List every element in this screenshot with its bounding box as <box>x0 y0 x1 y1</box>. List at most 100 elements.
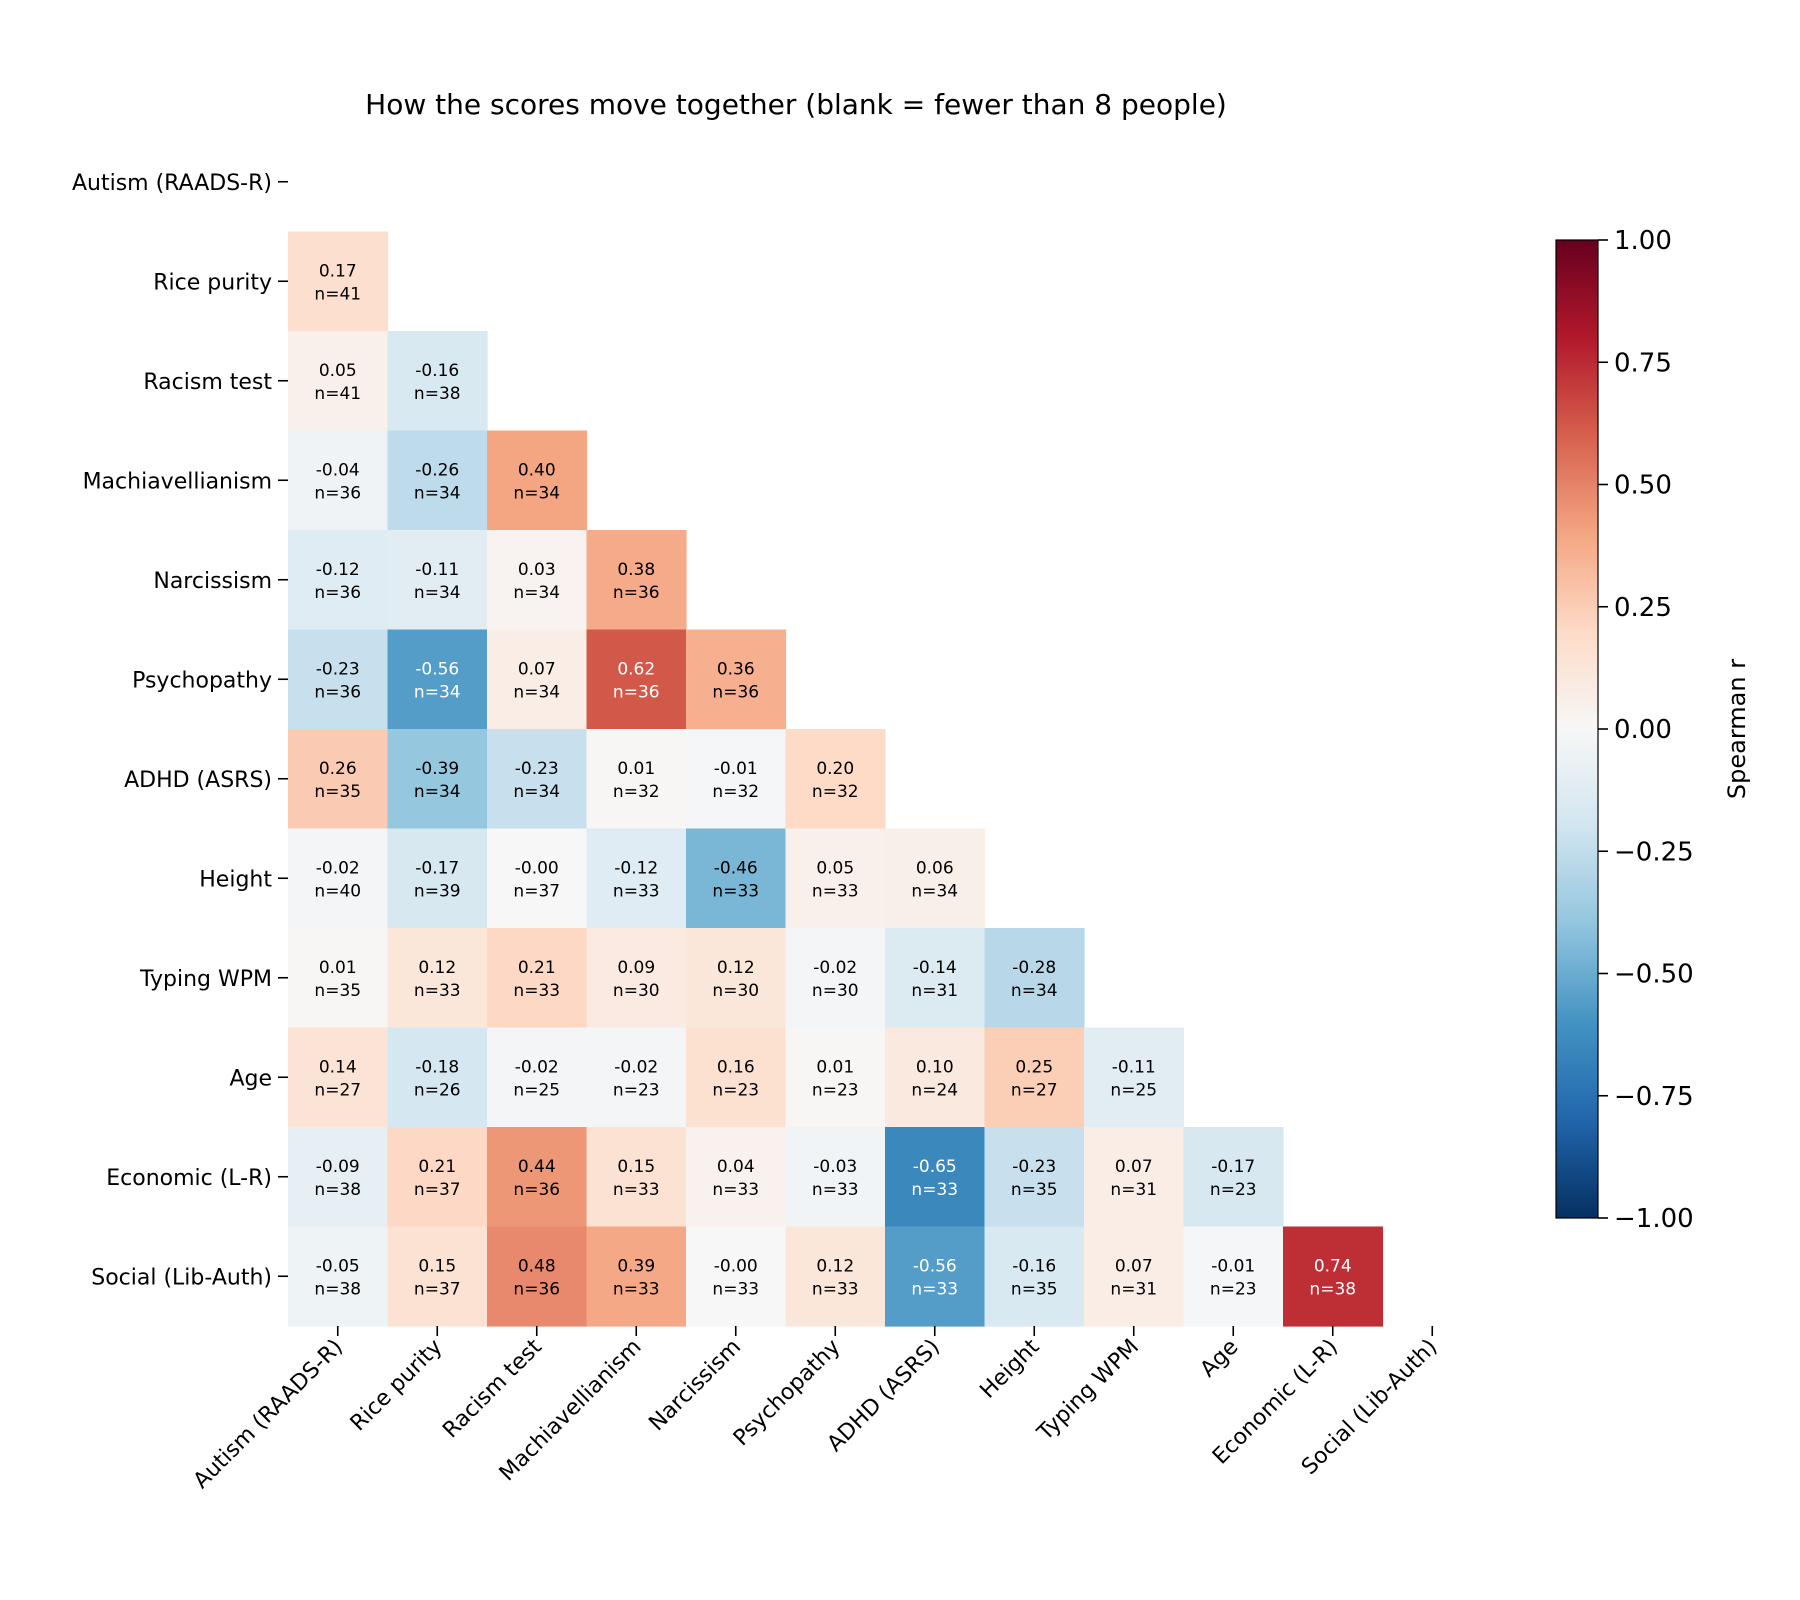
x-tick-label: Height <box>975 1334 1044 1403</box>
y-tick-label: Age <box>229 1066 272 1091</box>
cell-count-label: n=34 <box>513 483 560 503</box>
cell-value-label: 0.38 <box>617 560 655 580</box>
y-tick-label: Autism (RAADS-R) <box>72 171 272 196</box>
heatmap-cell <box>487 430 588 531</box>
cell-count-label: n=34 <box>911 881 958 901</box>
cell-value-label: -0.28 <box>1012 958 1056 978</box>
colorbar-tick-label: −0.75 <box>1614 1082 1694 1112</box>
cell-value-label: -0.11 <box>1112 1057 1156 1077</box>
cell-value-label: -0.09 <box>316 1157 360 1177</box>
cell-value-label: 0.01 <box>617 759 655 779</box>
cell-count-label: n=32 <box>613 782 660 802</box>
cell-value-label: -0.11 <box>415 560 459 580</box>
cell-value-label: 0.21 <box>518 958 556 978</box>
heatmap-cell <box>586 1226 687 1327</box>
heatmap-cell <box>586 928 687 1029</box>
cell-count-label: n=33 <box>712 881 759 901</box>
cell-value-label: -0.02 <box>515 1057 559 1077</box>
cell-count-label: n=36 <box>613 682 660 702</box>
heatmap-cell <box>288 828 389 929</box>
cell-count-label: n=39 <box>414 881 461 901</box>
cell-count-label: n=34 <box>513 583 560 603</box>
cell-value-label: 0.44 <box>518 1157 556 1177</box>
cell-value-label: -0.23 <box>1012 1157 1056 1177</box>
colorbar-tick-label: −0.50 <box>1614 960 1694 990</box>
cell-count-label: n=41 <box>314 284 361 304</box>
heatmap-cell <box>984 928 1085 1029</box>
cell-count-label: n=38 <box>314 1180 361 1200</box>
heatmap-cell <box>387 828 488 929</box>
heatmap-grid: 0.17 n=41 0.05 n=41 -0.16 n=38 -0.04 n=36 -0.26 n… <box>288 231 1384 1327</box>
cell-count-label: n=31 <box>911 981 958 1001</box>
cell-count-label: n=27 <box>1011 1080 1058 1100</box>
heatmap-cell <box>686 1226 787 1327</box>
cell-value-label: 0.05 <box>319 361 357 381</box>
cell-count-label: n=34 <box>414 583 461 603</box>
cell-value-label: -0.65 <box>913 1157 957 1177</box>
cell-value-label: 0.21 <box>418 1157 456 1177</box>
heatmap-cell <box>686 828 787 929</box>
heatmap-cell <box>1084 1127 1185 1228</box>
y-tick-label: Narcissism <box>153 569 272 594</box>
cell-count-label: n=33 <box>613 1180 660 1200</box>
cell-count-label: n=34 <box>1011 981 1058 1001</box>
colorbar-tick-label: 0.50 <box>1614 471 1672 501</box>
heatmap-cell <box>785 1027 886 1128</box>
cell-value-label: 0.04 <box>717 1157 755 1177</box>
cell-count-label: n=33 <box>812 881 859 901</box>
cell-value-label: 0.20 <box>816 759 854 779</box>
x-tick-label: Rice purity <box>346 1335 448 1437</box>
cell-count-label: n=36 <box>513 1279 560 1299</box>
cell-value-label: 0.40 <box>518 460 556 480</box>
cell-count-label: n=25 <box>1110 1080 1157 1100</box>
cell-value-label: -0.23 <box>316 659 360 679</box>
cell-value-label: 0.16 <box>717 1057 755 1077</box>
heatmap-cell <box>686 1127 787 1228</box>
cell-value-label: 0.03 <box>518 560 556 580</box>
cell-count-label: n=36 <box>314 483 361 503</box>
heatmap-cell <box>1084 1027 1185 1128</box>
heatmap-cell <box>487 828 588 929</box>
cell-count-label: n=37 <box>414 1180 461 1200</box>
chart-title: How the scores move together (blank = fe… <box>365 88 1227 121</box>
heatmap-cell <box>387 1226 488 1327</box>
y-tick-label: Racism test <box>143 370 272 395</box>
cell-count-label: n=36 <box>712 682 759 702</box>
heatmap-cell <box>387 430 488 531</box>
x-tick-label: Age <box>1196 1335 1244 1383</box>
cell-value-label: 0.25 <box>1015 1057 1053 1077</box>
heatmap-cell <box>487 729 588 830</box>
cell-count-label: n=33 <box>812 1180 859 1200</box>
heatmap-cell <box>487 1127 588 1228</box>
heatmap-cell <box>487 928 588 1029</box>
cell-count-label: n=34 <box>414 682 461 702</box>
cell-count-label: n=32 <box>812 782 859 802</box>
cell-value-label: 0.01 <box>319 958 357 978</box>
cell-value-label: 0.10 <box>916 1057 954 1077</box>
heatmap-cell <box>387 629 488 730</box>
cell-count-label: n=34 <box>513 682 560 702</box>
cell-value-label: -0.02 <box>614 1057 658 1077</box>
heatmap-cell <box>785 828 886 929</box>
heatmap-cell <box>984 1127 1085 1228</box>
cell-count-label: n=34 <box>414 483 461 503</box>
cell-count-label: n=36 <box>613 583 660 603</box>
cell-value-label: -0.26 <box>415 460 459 480</box>
cell-value-label: 0.06 <box>916 858 954 878</box>
cell-value-label: -0.18 <box>415 1057 459 1077</box>
heatmap-cell <box>686 928 787 1029</box>
y-tick-label: Psychopathy <box>132 668 272 693</box>
y-tick-label: Economic (L-R) <box>106 1166 272 1191</box>
heatmap-cell <box>487 1027 588 1128</box>
cell-value-label: 0.48 <box>518 1256 556 1276</box>
heatmap-cell <box>586 1027 687 1128</box>
cell-value-label: 0.07 <box>1115 1157 1153 1177</box>
cell-value-label: 0.07 <box>1115 1256 1153 1276</box>
y-tick-label: Rice purity <box>153 270 272 295</box>
cell-count-label: n=30 <box>613 981 660 1001</box>
heatmap-cell <box>487 1226 588 1327</box>
cell-value-label: -0.14 <box>913 958 957 978</box>
heatmap-cell <box>288 530 389 631</box>
cell-count-label: n=35 <box>1011 1279 1058 1299</box>
